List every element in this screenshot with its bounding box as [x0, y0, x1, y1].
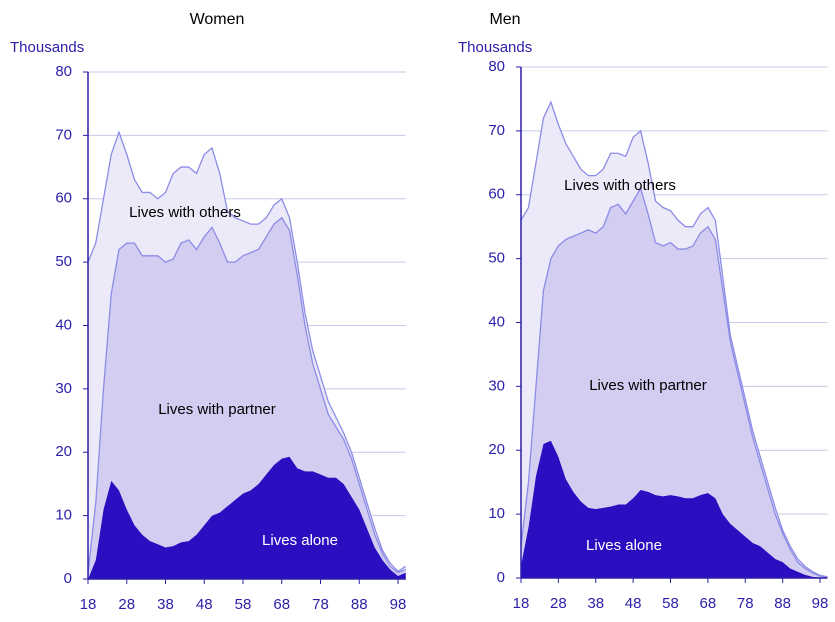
y-tick-label: 50	[55, 253, 72, 270]
series-label: Lives alone	[262, 532, 338, 549]
x-tick-label: 78	[737, 595, 754, 612]
x-tick-label: 68	[700, 595, 717, 612]
x-tick-label: 68	[273, 596, 290, 613]
y-tick-label: 70	[488, 122, 505, 139]
area-edge	[87, 216, 406, 574]
y-tick-label: 0	[497, 569, 505, 586]
series-label: Lives with partner	[589, 377, 707, 394]
x-tick-label: 98	[390, 596, 407, 613]
x-tick-label: 28	[550, 595, 567, 612]
y-tick-label: 0	[64, 570, 72, 587]
x-tick-label: 78	[312, 596, 329, 613]
y-axis-label: Thousands	[458, 39, 532, 56]
y-tick-label: 50	[488, 250, 505, 267]
area-edge	[520, 186, 828, 579]
x-tick-label: 88	[351, 596, 368, 613]
area	[88, 132, 406, 573]
y-tick-label: 20	[488, 441, 505, 458]
x-tick-label: 28	[118, 596, 135, 613]
x-tick-label: 48	[625, 595, 642, 612]
series-label: Lives alone	[586, 537, 662, 554]
x-tick-label: 88	[774, 595, 791, 612]
x-tick-label: 58	[662, 595, 679, 612]
x-tick-label: 18	[513, 595, 530, 612]
area-edge	[87, 130, 407, 573]
x-tick-label: 18	[80, 596, 97, 613]
y-tick-label: 10	[488, 505, 505, 522]
x-tick-label: 58	[235, 596, 252, 613]
series-label: Lives with partner	[158, 401, 276, 418]
area	[521, 440, 828, 578]
y-tick-label: 80	[55, 63, 72, 80]
y-tick-label: 30	[55, 380, 72, 397]
area-edge	[520, 100, 828, 578]
x-tick-label: 38	[157, 596, 174, 613]
area	[521, 102, 828, 578]
y-tick-label: 20	[55, 443, 72, 460]
area	[521, 188, 828, 579]
y-tick-label: 80	[488, 58, 505, 75]
y-tick-label: 10	[55, 507, 72, 524]
x-tick-label: 48	[196, 596, 213, 613]
y-tick-label: 40	[488, 313, 505, 330]
series-label: Lives with others	[564, 177, 676, 194]
y-tick-label: 70	[55, 126, 72, 143]
y-tick-label: 30	[488, 377, 505, 394]
x-tick-label: 98	[812, 595, 829, 612]
y-tick-label: 60	[55, 190, 72, 207]
x-tick-label: 38	[587, 595, 604, 612]
y-tick-label: 60	[488, 186, 505, 203]
chart-title: Men	[489, 11, 520, 28]
area	[88, 456, 406, 579]
chart-title: Women	[190, 11, 245, 28]
series-label: Lives with others	[129, 204, 241, 221]
area	[88, 217, 406, 579]
y-tick-label: 40	[55, 316, 72, 333]
y-axis-label: Thousands	[10, 39, 84, 56]
